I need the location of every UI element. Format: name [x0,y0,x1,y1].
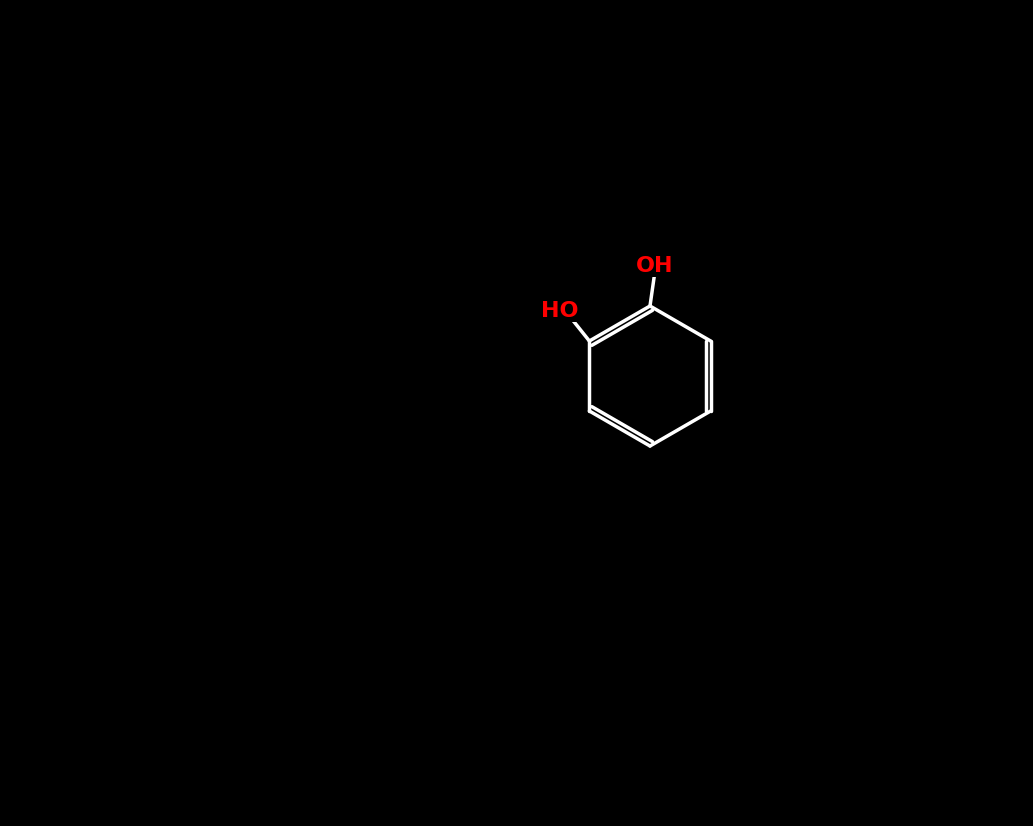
Text: HO: HO [540,301,578,321]
Text: OH: OH [636,256,674,276]
